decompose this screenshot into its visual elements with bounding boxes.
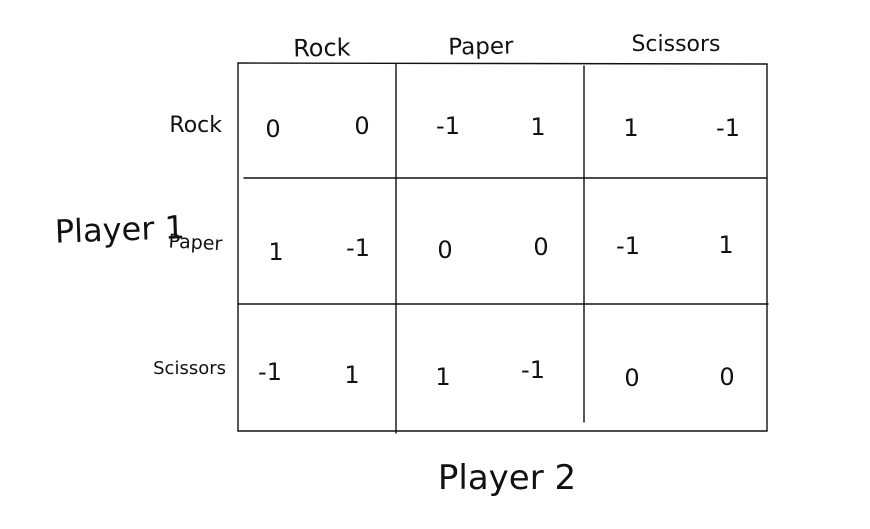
payoff-r2c3-p2: 1 bbox=[718, 231, 733, 259]
matrix-grid bbox=[237, 62, 769, 434]
payoff-r3c2-p1: 1 bbox=[435, 363, 450, 391]
payoff-r3c1-p1: -1 bbox=[258, 358, 282, 386]
payoff-r2c1-p1: 1 bbox=[268, 238, 283, 266]
payoff-r1c3-p2: -1 bbox=[716, 114, 740, 142]
payoff-r1c2-p1: -1 bbox=[436, 112, 460, 140]
payoff-r3c1-p2: 1 bbox=[344, 361, 359, 389]
grid-top-border bbox=[237, 62, 768, 65]
player2-label: Player 2 bbox=[438, 458, 576, 498]
row-header-scissors: Scissors bbox=[153, 358, 226, 379]
payoff-r3c3-p1: 0 bbox=[624, 364, 639, 392]
payoff-r2c1-p2: -1 bbox=[346, 234, 370, 262]
payoff-r2c3-p1: -1 bbox=[616, 232, 640, 260]
payoff-r3c2-p2: -1 bbox=[521, 356, 545, 384]
payoff-r2c2-p2: 0 bbox=[533, 233, 548, 261]
row-header-paper: Paper bbox=[168, 230, 223, 255]
payoff-r1c2-p2: 1 bbox=[530, 113, 545, 141]
row-header-rock: Rock bbox=[169, 113, 222, 138]
payoff-r1c3-p1: 1 bbox=[623, 114, 638, 142]
payoff-r1c1-p1: 0 bbox=[265, 115, 280, 143]
col-header-paper: Paper bbox=[448, 33, 514, 60]
row-headers: Rock Paper Scissors bbox=[153, 113, 226, 379]
payoff-r1c1-p2: 0 bbox=[354, 112, 369, 140]
column-headers: Rock Paper Scissors bbox=[293, 32, 721, 62]
col-header-rock: Rock bbox=[293, 34, 351, 63]
payoff-cells: 0 0 -1 1 1 -1 1 -1 0 0 -1 1 -1 1 1 -1 0 … bbox=[258, 112, 740, 392]
payoff-r3c3-p2: 0 bbox=[719, 363, 734, 391]
payoff-r2c2-p1: 0 bbox=[437, 236, 452, 264]
col-header-scissors: Scissors bbox=[631, 32, 720, 57]
player1-label: Player 1 bbox=[54, 208, 185, 251]
